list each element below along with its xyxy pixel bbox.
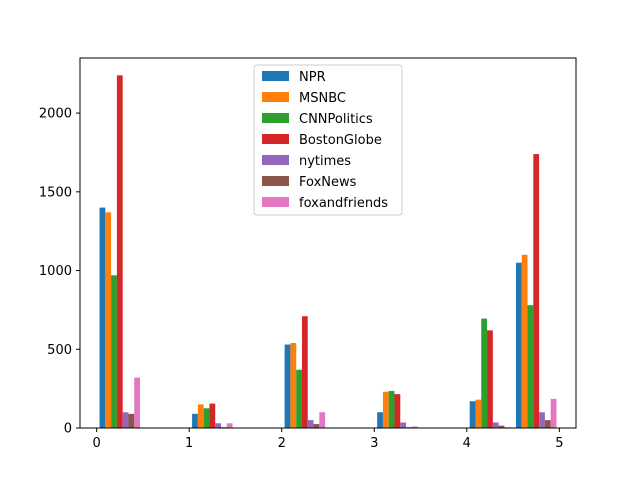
legend-swatch <box>262 71 289 81</box>
bar <box>411 426 418 428</box>
axes <box>79 57 577 429</box>
bar <box>116 75 123 428</box>
bar <box>313 424 320 428</box>
bar <box>377 412 383 428</box>
legend-box <box>253 64 403 216</box>
y-tick-label: 1000 <box>39 264 72 279</box>
legend: NPR MSNBC CNNPolitics BostonGlobe nytimes Fox… <box>253 64 403 216</box>
bar <box>284 344 291 428</box>
bar <box>226 423 233 428</box>
x-tick-label: 1 <box>185 436 193 451</box>
legend-label: nytimes <box>299 154 351 169</box>
bar <box>388 391 395 428</box>
bar <box>203 408 210 428</box>
bar <box>382 391 389 428</box>
x-tick-label: 4 <box>463 436 471 451</box>
bar <box>498 425 505 428</box>
bars <box>99 75 557 429</box>
plot-frame <box>79 57 577 429</box>
y-axis-ticks: 0 500 1000 1500 2000 <box>39 107 80 437</box>
bar <box>128 413 135 428</box>
bar <box>105 212 112 428</box>
legend-label: FoxNews <box>299 175 357 190</box>
bar <box>319 412 326 428</box>
bar <box>539 412 545 428</box>
legend-swatch <box>262 92 289 102</box>
bar <box>192 413 198 428</box>
bar <box>515 262 522 428</box>
x-tick-label: 5 <box>555 436 563 451</box>
bar <box>290 342 297 428</box>
bar <box>492 422 499 428</box>
y-tick-label: 2000 <box>39 107 72 122</box>
y-tick-label: 1500 <box>39 185 72 200</box>
bar <box>394 394 401 428</box>
bar <box>527 305 534 428</box>
bar <box>134 377 141 428</box>
x-tick-label: 0 <box>93 436 101 451</box>
bar <box>296 369 302 428</box>
bar <box>544 420 551 428</box>
bar <box>209 403 216 428</box>
bar <box>481 318 488 428</box>
bar <box>400 422 407 428</box>
legend-swatch <box>262 197 289 207</box>
bar <box>521 254 528 428</box>
legend-swatch <box>262 155 289 165</box>
bar <box>307 420 314 428</box>
legend-swatch <box>262 176 289 186</box>
x-axis-ticks: 0 1 2 3 4 5 <box>93 428 563 451</box>
x-tick-label: 3 <box>370 436 378 451</box>
y-tick-label: 500 <box>47 343 72 358</box>
bar <box>487 330 493 428</box>
bar <box>301 316 308 428</box>
legend-label: foxandfriends <box>299 196 388 211</box>
bar <box>475 399 482 428</box>
legend-label: CNNPolitics <box>299 112 373 127</box>
bar <box>122 412 129 428</box>
legend-swatch <box>262 134 289 144</box>
legend-swatch <box>262 113 289 123</box>
bar <box>111 275 117 428</box>
y-tick-label: 0 <box>64 422 72 437</box>
bar <box>215 423 221 428</box>
bar <box>197 404 204 428</box>
bar <box>99 207 106 428</box>
legend-label: NPR <box>299 70 326 85</box>
bar <box>533 154 540 429</box>
bar <box>550 398 557 428</box>
legend-label: BostonGlobe <box>299 133 382 148</box>
x-tick-label: 2 <box>278 436 286 451</box>
bar <box>469 401 476 428</box>
legend-label: MSNBC <box>299 91 346 106</box>
